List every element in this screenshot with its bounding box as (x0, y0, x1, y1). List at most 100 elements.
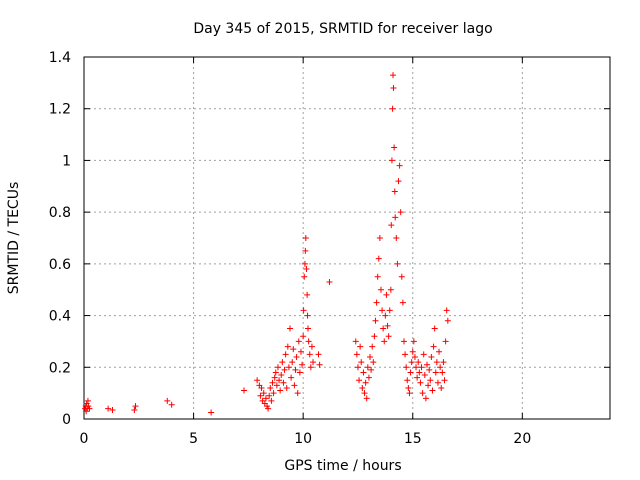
data-point (427, 377, 434, 384)
data-point (443, 307, 450, 314)
data-point (257, 392, 264, 399)
y-axis-label: SRMTID / TECUs (6, 182, 22, 295)
data-point (269, 379, 276, 386)
x-tick-label: 5 (189, 431, 198, 447)
y-tick-label: 1.2 (49, 102, 71, 118)
data-point (415, 359, 422, 366)
data-point (402, 351, 409, 358)
data-point (394, 260, 401, 267)
data-point (397, 209, 404, 216)
data-point (358, 359, 365, 366)
data-point (285, 364, 292, 371)
data-point (168, 401, 175, 408)
data-point (254, 377, 261, 384)
x-tick-label: 15 (404, 431, 422, 447)
data-point (414, 374, 421, 381)
data-point (280, 379, 287, 386)
plot-frame (83, 56, 611, 420)
data-point (403, 364, 410, 371)
x-axis-label: GPS time / hours (284, 458, 401, 474)
data-point (271, 374, 278, 381)
data-point (268, 397, 275, 404)
data-point (379, 307, 386, 314)
data-point (434, 379, 441, 386)
data-point (408, 359, 415, 366)
data-point (390, 85, 397, 92)
data-point (276, 377, 283, 384)
data-point (442, 338, 449, 345)
data-point (305, 338, 312, 345)
data-point (287, 325, 294, 332)
data-point (291, 382, 298, 389)
data-point (284, 343, 291, 350)
data-point (352, 338, 359, 345)
data-point (109, 406, 116, 413)
data-point (273, 382, 280, 389)
data-point (429, 387, 436, 394)
data-point (281, 366, 288, 373)
data-point (353, 351, 360, 358)
data-point (260, 390, 267, 397)
y-tick-label: 0.6 (49, 257, 71, 273)
x-tick-label: 0 (80, 431, 89, 447)
data-point (370, 359, 377, 366)
data-point (419, 390, 426, 397)
data-point (354, 364, 361, 371)
data-point (392, 214, 399, 221)
data-point (270, 390, 277, 397)
data-point (404, 377, 411, 384)
axis-ticks (83, 56, 610, 420)
data-point (294, 390, 301, 397)
data-point (290, 346, 297, 353)
data-point (308, 343, 315, 350)
data-point (395, 178, 402, 185)
data-point (388, 222, 395, 229)
data-point (371, 333, 378, 340)
data-point (375, 255, 382, 262)
data-point (391, 188, 398, 195)
data-point (406, 390, 413, 397)
data-point (426, 366, 433, 373)
data-point (278, 372, 285, 379)
data-point (421, 372, 428, 379)
data-point (84, 397, 91, 404)
data-point (297, 348, 304, 355)
data-point (391, 144, 398, 151)
data-point (302, 235, 309, 241)
data-point (300, 307, 307, 314)
data-point (316, 361, 323, 368)
data-point (360, 369, 367, 376)
data-point (164, 397, 171, 404)
data-point (407, 369, 414, 376)
data-point (266, 392, 273, 399)
data-point (390, 72, 397, 79)
y-tick-label: 0.2 (49, 360, 71, 376)
y-tick-label: 0.4 (49, 309, 71, 325)
x-tick-labels: 0 5 10 15 20 (80, 431, 532, 447)
data-point (300, 333, 307, 340)
data-point (307, 364, 314, 371)
data-point (240, 387, 247, 394)
data-point (357, 343, 364, 350)
data-point (432, 369, 439, 376)
data-point (398, 273, 405, 280)
data-points (82, 72, 451, 416)
data-point (368, 366, 375, 373)
data-point (272, 369, 279, 376)
data-point (393, 235, 400, 241)
data-point (364, 364, 371, 371)
data-point (377, 286, 384, 293)
data-point (289, 359, 296, 366)
data-point (277, 387, 284, 394)
data-point (428, 353, 435, 360)
data-point (416, 369, 423, 376)
data-point (315, 351, 322, 358)
y-tick-labels: 0 0.2 0.4 0.6 0.8 1 1.2 1.4 (49, 50, 71, 428)
data-point (310, 359, 317, 366)
x-tick-label: 20 (513, 431, 531, 447)
data-point (436, 348, 443, 355)
data-point (295, 338, 302, 345)
data-point (208, 409, 215, 416)
data-point (380, 325, 387, 332)
data-point (267, 384, 274, 391)
